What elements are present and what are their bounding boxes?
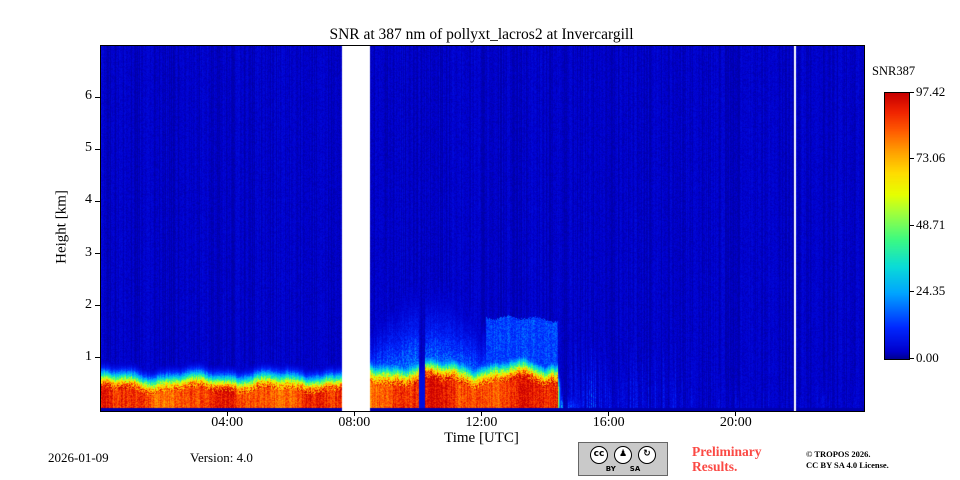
colorbar-gradient (885, 93, 909, 359)
preliminary-line1: Preliminary (692, 444, 762, 459)
colorbar-tick (910, 291, 914, 292)
x-tick (735, 411, 737, 416)
copyright-note: © TROPOS 2026. CC BY SA 4.0 License. (806, 449, 889, 471)
x-tick (353, 411, 355, 416)
preliminary-line2: Results. (692, 459, 738, 474)
y-tick-label: 3 (85, 244, 92, 260)
version-label: Version: 4.0 (190, 450, 253, 465)
x-tick (226, 411, 228, 416)
copyright-line1: © TROPOS 2026. (806, 449, 871, 459)
colorbar-tick (910, 357, 914, 359)
cc-sa-label: SA (629, 464, 641, 473)
y-tick (95, 96, 100, 98)
cc-by-label: BY (605, 464, 616, 473)
colorbar-tick-label: 97.42 (916, 83, 946, 99)
y-tick (95, 253, 100, 255)
cc-badge-circles: cc ♟ ↻ (590, 445, 656, 464)
cc-badge-sublabels: BY SA (606, 465, 641, 473)
y-tick-label: 2 (85, 296, 92, 312)
date-label: 2026-01-09 (48, 450, 109, 465)
x-tick-label: 20:00 (719, 415, 752, 430)
heatmap-canvas (101, 46, 864, 411)
y-tick-label: 4 (85, 192, 92, 208)
preliminary-note: Preliminary Results. (692, 444, 761, 474)
plot-area (100, 45, 865, 412)
x-tick-label: 04:00 (211, 415, 244, 430)
colorbar (884, 92, 910, 360)
colorbar-tick-label: 0.00 (916, 349, 939, 365)
x-tick (481, 411, 482, 416)
colorbar-tick-label: 73.06 (916, 150, 946, 165)
chart-title: SNR at 387 nm of pollyxt_lacros2 at Inve… (329, 26, 634, 43)
y-tick-label: 1 (85, 348, 92, 364)
x-tick-label: 16:00 (592, 415, 625, 430)
cc-sa-arrow-icon: ↻ (638, 445, 656, 464)
y-tick (95, 305, 100, 307)
cc-by-person-icon: ♟ (614, 445, 632, 464)
y-tick-label: 5 (85, 140, 92, 156)
x-axis-label: Time [UTC] (444, 430, 519, 446)
y-tick (95, 357, 100, 359)
colorbar-tick-label: 24.35 (916, 283, 946, 298)
cc-license-badge[interactable]: cc ♟ ↻ BY SA (578, 442, 668, 476)
colorbar-tick-label: 48.71 (916, 216, 946, 232)
y-tick (95, 148, 100, 150)
x-tick-label: 08:00 (338, 415, 371, 430)
colorbar-tick (910, 158, 914, 159)
y-tick (95, 200, 100, 202)
cc-icon: cc (590, 445, 608, 464)
colorbar-tick (910, 91, 914, 93)
x-tick-label: 12:00 (465, 415, 498, 430)
y-tick-label: 6 (85, 88, 92, 104)
colorbar-title: SNR387 (872, 64, 916, 78)
copyright-line2: CC BY SA 4.0 License. (806, 460, 889, 470)
colorbar-tick (910, 224, 914, 226)
x-tick (608, 411, 610, 416)
